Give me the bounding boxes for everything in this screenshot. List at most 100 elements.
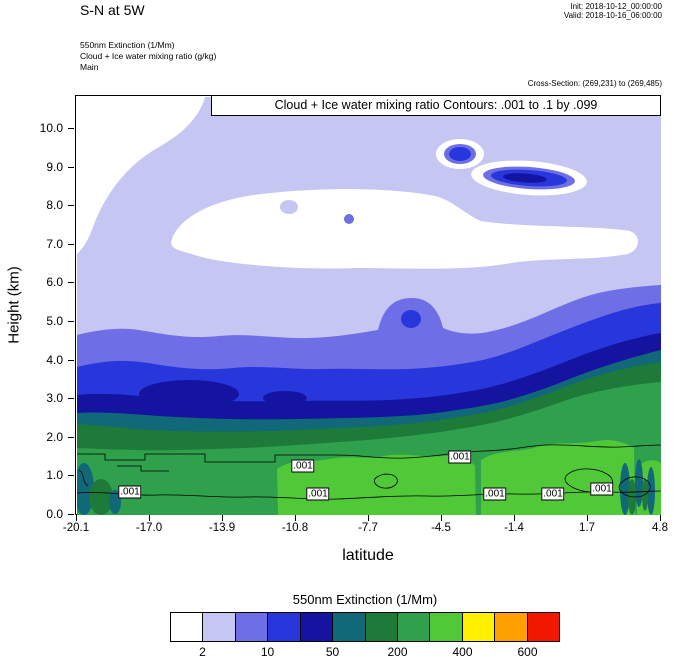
colorbar-tick-label: 2 — [199, 645, 206, 659]
plot-area: .001 .001 .001 .001 .001 .001 .001 Cloud + Ice… — [75, 95, 661, 515]
cross-section-coordinates: Cross-Section: (269,231) to (269,485) — [527, 79, 662, 88]
y-tick-mark — [68, 436, 74, 438]
mottle-left-3 — [109, 490, 121, 514]
colorbar-cell — [235, 613, 268, 641]
y-tick-mark — [68, 128, 74, 129]
colorbar-tick-label: 600 — [517, 645, 538, 659]
y-tick-mark — [68, 398, 74, 400]
y-tick-label: 3.0 — [46, 391, 63, 406]
y-tick-mark — [68, 243, 74, 245]
x-tick-label: 4.8 — [652, 522, 668, 534]
colorbar-cell — [527, 613, 560, 641]
contour-segment-1 — [117, 465, 169, 472]
fill-region-lavender-island — [280, 200, 298, 214]
contour-value-label: .001 — [291, 459, 315, 473]
y-tick-mark — [68, 205, 74, 207]
y-tick-label: 1.0 — [46, 468, 63, 483]
contour-value-label: .001 — [541, 487, 565, 501]
y-tick-mark — [68, 282, 74, 284]
contour-loop-3 — [374, 473, 398, 489]
colorbar-cell — [430, 613, 462, 641]
run-info: Init: 2018-10-12_00:00:00 Valid: 2018-10… — [564, 2, 662, 20]
colorbar-cell — [333, 613, 365, 641]
field-descriptions: 550nm Extinction (1/Mm) Cloud + Ice wate… — [80, 40, 216, 73]
contour-value-label: .001 — [483, 487, 507, 501]
colorbar-tick-label: 10 — [260, 645, 275, 659]
y-tick-mark — [68, 475, 74, 477]
contour-value-label: .001 — [118, 485, 142, 499]
y-tick-label: 7.0 — [46, 236, 63, 251]
cross-section-plot-canvas — [77, 97, 661, 515]
x-tick-label: -1.4 — [504, 522, 524, 534]
x-tick-mark — [368, 515, 369, 521]
y-tick-label: 0.0 — [46, 507, 63, 521]
x-tick-mark — [587, 515, 588, 521]
contour-segment-2 — [78, 469, 89, 487]
fill-region-blob-core — [401, 310, 421, 328]
colorbar-cell — [203, 613, 235, 641]
contour-value-label: .001 — [448, 450, 472, 464]
colorbar-tick-label: 400 — [452, 645, 473, 659]
colorbar-labels: 2 10 50 200 400 600 — [170, 645, 560, 661]
contour-line-upper — [77, 444, 661, 463]
contour-label-layer: .001 .001 .001 .001 .001 .001 .001 — [77, 97, 661, 515]
x-tick-label: -10.8 — [281, 522, 309, 534]
x-tick-label: -13.9 — [208, 522, 236, 534]
x-tick-mark — [76, 515, 77, 521]
y-tick-mark — [68, 166, 74, 168]
field-line-domain: Main — [80, 62, 99, 72]
y-tick-label: 9.0 — [46, 159, 63, 174]
y-tick-mark — [68, 359, 74, 361]
init-time: Init: 2018-10-12_00:00:00 — [570, 2, 662, 11]
plot-title-box: Cloud + Ice water mixing ratio Contours:… — [211, 95, 661, 116]
y-tick-label: 10.0 — [39, 121, 63, 135]
y-tick-label: 6.0 — [46, 275, 63, 290]
colorbar-cell — [495, 613, 527, 641]
colorbar-cell — [365, 613, 397, 641]
x-tick-mark — [149, 515, 150, 521]
colorbar — [170, 612, 560, 642]
x-tick-label: -4.5 — [431, 522, 451, 534]
cloud-patch-small-core — [449, 147, 471, 161]
contour-value-label: .001 — [590, 482, 614, 496]
fill-region-blue-dot — [344, 214, 354, 224]
y-tick-label: 4.0 — [46, 352, 63, 367]
y-tick-label: 5.0 — [46, 314, 63, 328]
y-axis: 0.0 1.0 2.0 3.0 4.0 5.0 6.0 7.0 8.0 9.0 10.0 — [0, 95, 75, 521]
cloud-patch-long-core — [503, 173, 547, 183]
colorbar-cell — [462, 613, 495, 641]
x-tick-label: -7.7 — [358, 522, 378, 534]
x-tick-label: 1.7 — [579, 522, 595, 534]
fill-region-clear-upper-left — [77, 97, 205, 254]
x-tick-label: -17.0 — [135, 522, 163, 534]
colorbar-tick-label: 50 — [325, 645, 340, 659]
x-tick-mark — [660, 515, 661, 521]
colorbar-cell — [268, 613, 300, 641]
colorbar-cell — [300, 613, 333, 641]
mottle-left-2 — [89, 479, 113, 515]
y-tick-label: 2.0 — [46, 429, 63, 444]
colorbar-title: 550nm Extinction (1/Mm) — [292, 592, 438, 607]
contour-loop-2 — [618, 476, 651, 498]
page-title: S-N at 5W — [80, 2, 145, 18]
valid-time: Valid: 2018-10-16_06:00:00 — [563, 11, 662, 20]
x-tick-mark — [514, 515, 515, 521]
field-line-extinction: 550nm Extinction (1/Mm) — [80, 40, 175, 50]
mottle-right-2 — [635, 459, 643, 507]
colorbar-tick-label: 200 — [387, 645, 408, 659]
y-axis-label: Height (km) — [5, 266, 23, 344]
contour-value-label: .001 — [306, 487, 330, 501]
x-tick-label: -20.1 — [62, 522, 90, 534]
x-tick-mark — [295, 515, 296, 521]
x-axis-label: latitude — [342, 547, 394, 564]
y-tick-mark — [68, 321, 74, 322]
colorbar-cell — [171, 613, 203, 641]
field-line-mixing-ratio: Cloud + Ice water mixing ratio (g/kg) — [80, 51, 217, 61]
mixing-ratio-contour-lines — [77, 444, 661, 500]
contour-line-lower — [77, 490, 661, 500]
mottle-right-1 — [620, 463, 630, 515]
fill-region-bright-green-patch-2 — [481, 440, 635, 515]
colorbar-cell — [397, 613, 430, 641]
x-axis: -20.1 -17.0 -13.9 -10.8 -7.7 -4.5 -1.4 1.7 4.8 — [63, 515, 668, 551]
